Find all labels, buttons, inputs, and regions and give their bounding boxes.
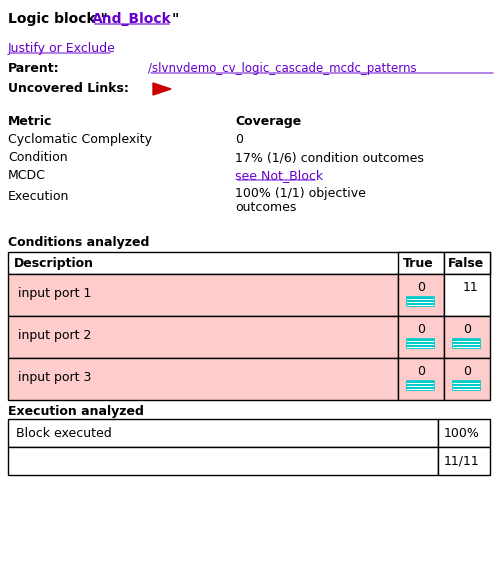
Bar xyxy=(8,419,438,447)
Bar xyxy=(406,338,434,348)
Text: Metric: Metric xyxy=(8,115,53,128)
Bar xyxy=(444,358,490,400)
Text: Cyclomatic Complexity: Cyclomatic Complexity xyxy=(8,133,152,146)
Bar xyxy=(8,274,398,316)
Text: True: True xyxy=(403,257,434,270)
Text: 0: 0 xyxy=(463,365,471,378)
Text: 11/11: 11/11 xyxy=(444,455,480,468)
Text: see Not_Block: see Not_Block xyxy=(235,169,323,182)
Bar xyxy=(444,252,490,274)
Text: Logic block ": Logic block " xyxy=(8,12,108,26)
Text: Conditions analyzed: Conditions analyzed xyxy=(8,236,149,249)
Bar xyxy=(452,338,480,348)
Bar xyxy=(398,274,444,316)
Bar xyxy=(398,252,444,274)
Text: Condition: Condition xyxy=(8,151,68,164)
Bar xyxy=(438,447,490,475)
Bar xyxy=(398,358,444,400)
Bar xyxy=(406,380,434,390)
Text: 0: 0 xyxy=(417,281,425,294)
Text: Parent:: Parent: xyxy=(8,62,60,75)
Text: And_Block: And_Block xyxy=(92,12,172,26)
Bar xyxy=(8,447,438,475)
Text: Justify or Exclude: Justify or Exclude xyxy=(8,42,116,55)
Bar xyxy=(8,316,398,358)
Text: 100% (1/1) objective: 100% (1/1) objective xyxy=(235,187,366,200)
Text: Execution analyzed: Execution analyzed xyxy=(8,405,144,418)
Text: 17% (1/6) condition outcomes: 17% (1/6) condition outcomes xyxy=(235,151,424,164)
Text: 0: 0 xyxy=(417,323,425,336)
Text: 0: 0 xyxy=(463,323,471,336)
Text: Uncovered Links:: Uncovered Links: xyxy=(8,82,129,95)
Text: MCDC: MCDC xyxy=(8,169,46,182)
Text: input port 3: input port 3 xyxy=(18,371,91,384)
Bar xyxy=(8,252,490,274)
Text: Description: Description xyxy=(14,257,94,270)
Text: Coverage: Coverage xyxy=(235,115,301,128)
Bar xyxy=(398,316,444,358)
Text: /slvnvdemo_cv_logic_cascade_mcdc_patterns: /slvnvdemo_cv_logic_cascade_mcdc_pattern… xyxy=(148,62,417,75)
Bar xyxy=(8,358,398,400)
Text: ": " xyxy=(172,12,179,26)
Text: 0: 0 xyxy=(417,365,425,378)
Text: 0: 0 xyxy=(235,133,243,146)
Bar xyxy=(406,296,434,306)
Text: 11: 11 xyxy=(463,281,479,294)
Text: Execution: Execution xyxy=(8,190,69,203)
Text: input port 2: input port 2 xyxy=(18,329,91,342)
Text: outcomes: outcomes xyxy=(235,201,297,214)
Bar xyxy=(452,380,480,390)
Bar xyxy=(444,274,490,316)
Bar xyxy=(444,316,490,358)
Polygon shape xyxy=(153,83,171,95)
Text: 100%: 100% xyxy=(444,427,480,440)
Text: False: False xyxy=(448,257,484,270)
Text: input port 1: input port 1 xyxy=(18,287,91,300)
Bar xyxy=(438,419,490,447)
Text: Block executed: Block executed xyxy=(16,427,112,440)
